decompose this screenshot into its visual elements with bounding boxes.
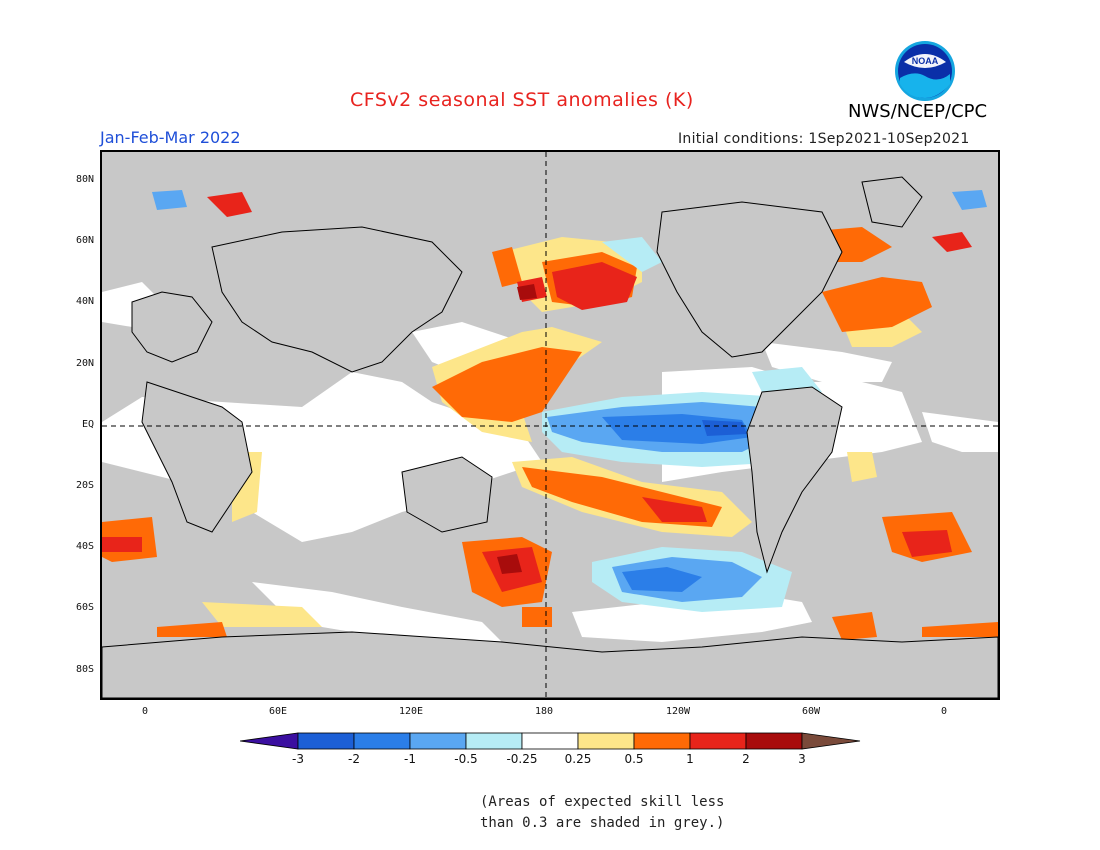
- footnote-line-2: than 0.3 are shaded in grey.): [480, 815, 725, 831]
- colorbar-tick-label: -1: [404, 752, 416, 766]
- colorbar: [240, 732, 861, 750]
- colorbar-tick-label: 2: [742, 752, 750, 766]
- initial-conditions-label: Initial conditions: 1Sep2021-10Sep2021: [678, 131, 970, 147]
- colorbar-segment: [577, 732, 635, 750]
- lon-label-120e: 120E: [398, 706, 424, 717]
- lon-label-60w: 60W: [801, 706, 821, 717]
- colorbar-tick-label: 3: [798, 752, 806, 766]
- warm-anomaly-2-areas: [497, 284, 537, 574]
- colorbar-segment: [409, 732, 467, 750]
- season-label: Jan-Feb-Mar 2022: [100, 128, 241, 147]
- noaa-logo-text: NOAA: [912, 56, 939, 66]
- colorbar-tick-label: -3: [292, 752, 304, 766]
- colorbar-tick-label: -0.5: [454, 752, 478, 766]
- lat-label-80n: 80N: [75, 174, 94, 185]
- footnote-line-1: (Areas of expected skill less: [480, 794, 725, 810]
- lat-label-60s: 60S: [75, 602, 94, 613]
- lat-label-20s: 20S: [75, 480, 94, 491]
- continent-outlines: [102, 176, 998, 698]
- skill-footnote: (Areas of expected skill less than 0.3 a…: [480, 792, 724, 834]
- colorbar-tick-label: 0.5: [624, 752, 644, 766]
- colorbar-tick-label: -2: [348, 752, 360, 766]
- cool-anomaly-2-areas: [702, 420, 747, 436]
- agency-label: NWS/NCEP/CPC: [848, 101, 988, 122]
- lon-label-180: 180: [534, 706, 554, 717]
- lat-label-80s: 80S: [75, 664, 94, 675]
- lat-label-40s: 40S: [75, 541, 94, 552]
- lat-label-40n: 40N: [75, 296, 94, 307]
- colorbar-tick-label: 1: [686, 752, 694, 766]
- noaa-logo: NOAA: [894, 40, 956, 102]
- colorbar-segment: [689, 732, 747, 750]
- colorbar-high-triangle: [801, 732, 861, 750]
- colorbar-low-triangle: [240, 732, 299, 750]
- colorbar-segment: [633, 732, 691, 750]
- colorbar-tick-label: -0.25: [506, 752, 538, 766]
- chart-title: CFSv2 seasonal SST anomalies (K): [350, 89, 694, 111]
- colorbar-segment: [745, 732, 803, 750]
- sst-anomaly-map: [100, 150, 1000, 700]
- lon-label-0-west: 0: [141, 706, 149, 717]
- lon-label-0-east: 0: [940, 706, 948, 717]
- colorbar-tick-label: 0.25: [564, 752, 592, 766]
- lat-label-eq: EQ: [81, 419, 94, 430]
- colorbar-segment: [465, 732, 523, 750]
- colorbar-segment: [353, 732, 411, 750]
- lat-label-60n: 60N: [75, 235, 94, 246]
- colorbar-segment: [521, 732, 579, 750]
- lat-label-20n: 20N: [75, 358, 94, 369]
- lon-label-60e: 60E: [268, 706, 288, 717]
- lon-label-120w: 120W: [665, 706, 691, 717]
- colorbar-segment: [297, 732, 355, 750]
